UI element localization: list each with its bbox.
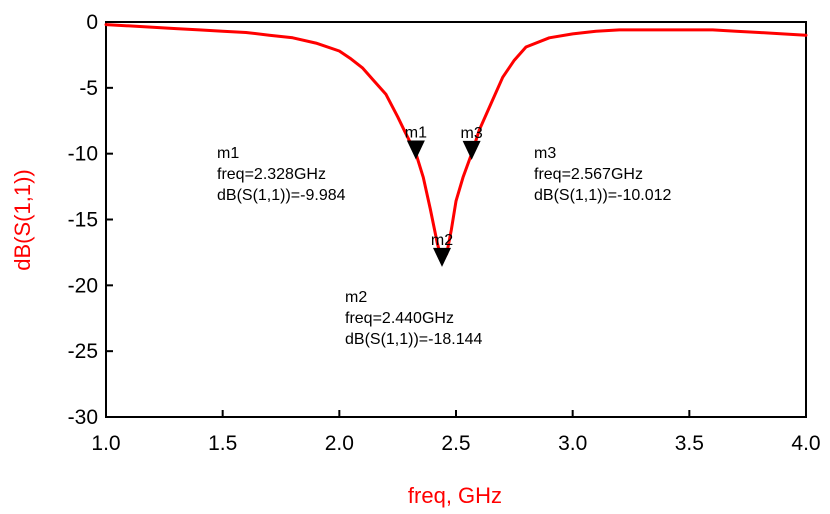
y-axis-ticks: 0 -5 -10 -15 -20 -25 -30 [68,11,113,429]
y-tick-label: -30 [68,406,98,429]
y-tick-label: -10 [68,143,98,166]
m1-marker-label: m1 [405,124,427,141]
y-tick-label: -15 [68,209,98,232]
plot-frame [105,21,807,418]
y-tick-label: -20 [68,274,98,297]
x-axis-label: freq, GHz [408,483,502,508]
s11-curve [104,23,808,263]
x-tick-label: 3.5 [675,432,704,455]
x-axis-ticks: 1.0 1.5 2.0 2.5 3.0 3.5 4.0 [91,410,821,455]
y-tick-label: 0 [86,11,98,34]
m2-marker-label: m2 [431,232,453,249]
x-tick-label: 1.0 [91,432,120,455]
marker-readouts: m1 freq=2.328GHz dB(S(1,1))=-9.984 m2 freq=2… [217,145,672,348]
y-tick-label: -25 [68,340,98,363]
x-tick-label: 3.0 [558,432,587,455]
y-tick-label: -5 [79,77,98,100]
markers: m1 m2 m3 [405,124,483,267]
m2-marker [433,247,451,267]
m1-marker [406,140,425,160]
y-axis-label: dB(S(1,1)) [10,169,35,270]
x-tick-label: 2.5 [441,432,470,455]
m3-readout: m3 freq=2.567GHz dB(S(1,1))=-10.012 [534,145,672,204]
x-tick-label: 2.0 [325,432,354,455]
m3-marker [462,140,481,160]
m1-readout: m1 freq=2.328GHz dB(S(1,1))=-9.984 [217,145,346,204]
x-tick-label: 1.5 [208,432,237,455]
m3-marker-label: m3 [461,125,483,142]
x-tick-label: 4.0 [791,432,820,455]
m2-readout: m2 freq=2.440GHz dB(S(1,1))=-18.144 [345,289,483,348]
